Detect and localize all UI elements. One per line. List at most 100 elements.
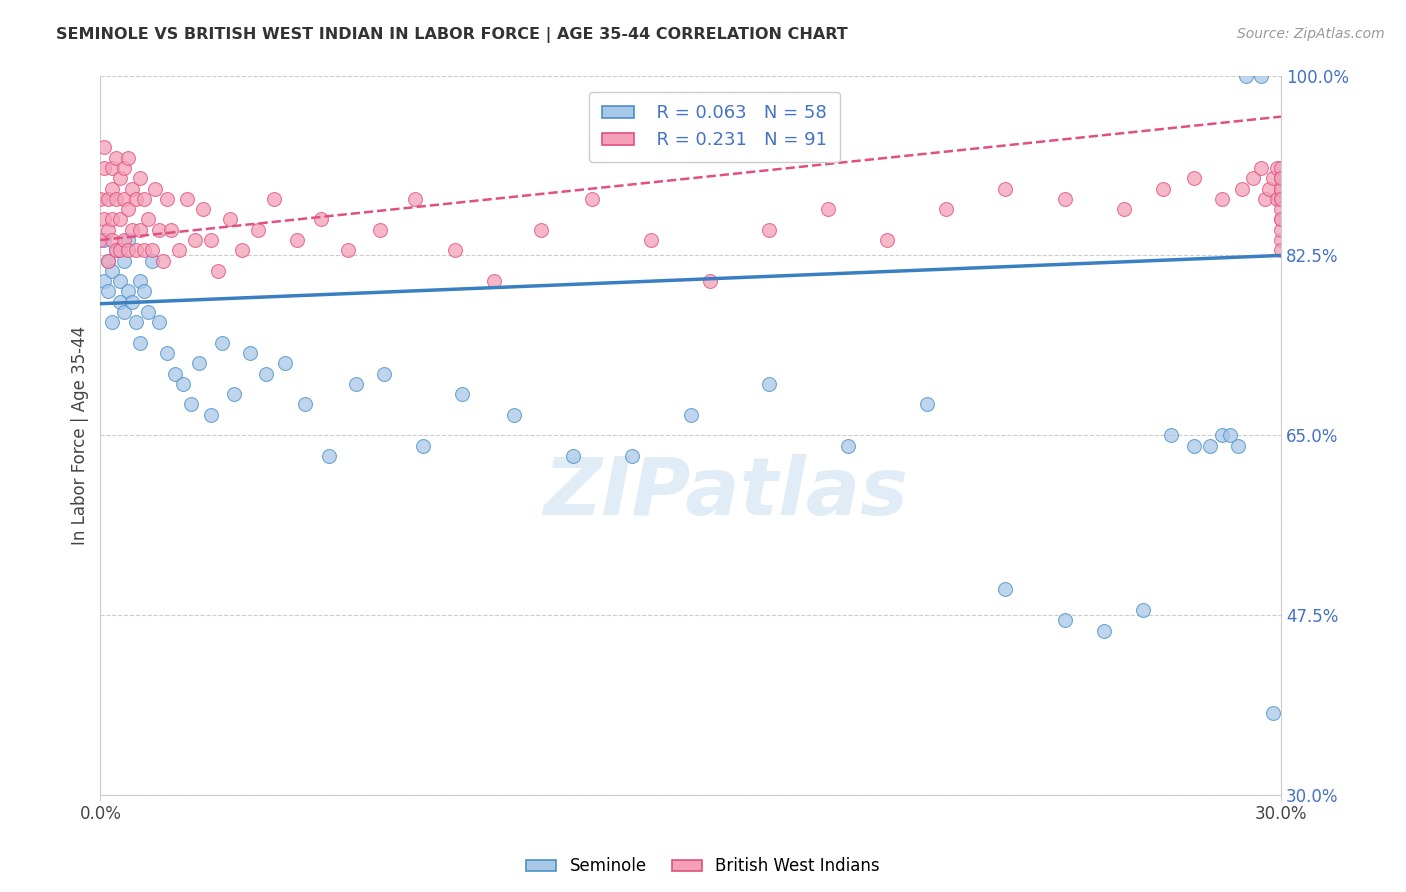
Point — [187, 356, 209, 370]
Point — [1230, 181, 1253, 195]
Point — [89, 192, 111, 206]
Point — [132, 244, 155, 258]
Point — [1226, 439, 1249, 453]
Point — [136, 305, 159, 319]
Point — [1258, 181, 1281, 195]
Point — [128, 335, 150, 350]
Point — [101, 161, 124, 175]
Point — [994, 181, 1017, 195]
Point — [1053, 192, 1076, 206]
Point — [443, 244, 465, 258]
Point — [285, 233, 308, 247]
Point — [1199, 439, 1222, 453]
Point — [1053, 613, 1076, 627]
Point — [145, 181, 167, 195]
Point — [1270, 202, 1292, 216]
Point — [97, 285, 120, 299]
Point — [1254, 192, 1277, 206]
Point — [160, 223, 183, 237]
Point — [156, 346, 179, 360]
Legend: Seminole, British West Indians: Seminole, British West Indians — [520, 851, 886, 882]
Point — [451, 387, 474, 401]
Point — [876, 233, 898, 247]
Point — [1182, 439, 1205, 453]
Point — [156, 192, 179, 206]
Y-axis label: In Labor Force | Age 35-44: In Labor Force | Age 35-44 — [72, 326, 89, 545]
Point — [152, 253, 174, 268]
Point — [1234, 69, 1257, 83]
Point — [581, 192, 603, 206]
Legend:   R = 0.063   N = 58,   R = 0.231   N = 91: R = 0.063 N = 58, R = 0.231 N = 91 — [589, 92, 839, 162]
Point — [915, 397, 938, 411]
Point — [117, 202, 139, 216]
Point — [125, 315, 148, 329]
Point — [1219, 428, 1241, 442]
Point — [97, 192, 120, 206]
Point — [935, 202, 957, 216]
Point — [1270, 244, 1292, 258]
Point — [211, 335, 233, 350]
Point — [141, 253, 163, 268]
Point — [368, 223, 391, 237]
Point — [117, 244, 139, 258]
Point — [620, 449, 643, 463]
Point — [172, 376, 194, 391]
Point — [239, 346, 262, 360]
Point — [561, 449, 583, 463]
Point — [309, 212, 332, 227]
Point — [530, 223, 553, 237]
Point — [93, 140, 115, 154]
Point — [294, 397, 316, 411]
Point — [1270, 161, 1292, 175]
Point — [148, 315, 170, 329]
Text: ZIPatlas: ZIPatlas — [544, 454, 908, 532]
Point — [1211, 428, 1233, 442]
Point — [1265, 161, 1288, 175]
Point — [274, 356, 297, 370]
Point — [758, 376, 780, 391]
Point — [132, 285, 155, 299]
Point — [1241, 171, 1264, 186]
Point — [148, 223, 170, 237]
Point — [93, 161, 115, 175]
Point — [141, 244, 163, 258]
Point — [1265, 192, 1288, 206]
Point — [121, 294, 143, 309]
Point — [97, 223, 120, 237]
Point — [1112, 202, 1135, 216]
Point — [112, 305, 135, 319]
Point — [994, 582, 1017, 597]
Point — [1182, 171, 1205, 186]
Point — [1270, 212, 1292, 227]
Point — [1270, 223, 1292, 237]
Point — [105, 192, 128, 206]
Point — [412, 439, 434, 453]
Point — [1160, 428, 1182, 442]
Point — [1261, 171, 1284, 186]
Point — [1270, 181, 1292, 195]
Point — [1132, 603, 1154, 617]
Point — [1270, 192, 1292, 206]
Point — [165, 367, 187, 381]
Point — [125, 244, 148, 258]
Point — [263, 192, 285, 206]
Point — [121, 223, 143, 237]
Point — [108, 171, 131, 186]
Point — [758, 223, 780, 237]
Point — [101, 212, 124, 227]
Point — [93, 212, 115, 227]
Point — [373, 367, 395, 381]
Point — [105, 244, 128, 258]
Point — [837, 439, 859, 453]
Point — [108, 244, 131, 258]
Point — [482, 274, 505, 288]
Point — [105, 151, 128, 165]
Point — [176, 192, 198, 206]
Point — [404, 192, 426, 206]
Point — [128, 171, 150, 186]
Point — [1152, 181, 1174, 195]
Point — [108, 274, 131, 288]
Point — [219, 212, 242, 227]
Point — [128, 274, 150, 288]
Point — [344, 376, 367, 391]
